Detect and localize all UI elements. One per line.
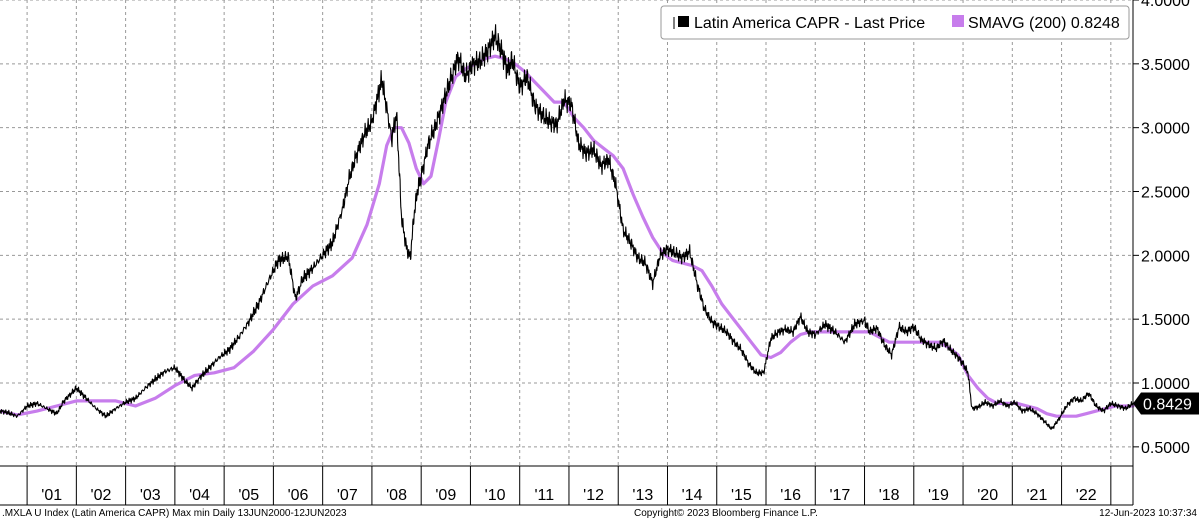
y-tick-label: 0.5000 xyxy=(1141,440,1190,457)
last-value-label: 0.8429 xyxy=(1143,396,1192,413)
chart-series xyxy=(0,24,1135,430)
last-value-flag xyxy=(1133,392,1199,415)
y-tick-label: 3.0000 xyxy=(1141,121,1190,138)
last-price-line xyxy=(0,24,1134,430)
x-tick-label: '05 xyxy=(238,487,259,504)
footer-copyright: Copyright© 2023 Bloomberg Finance L.P. xyxy=(634,508,818,519)
price-chart: 0.5000 1.0000 1.5000 2.0000 2.5000 3.0000 3.50… xyxy=(0,0,1199,506)
x-tick-label: '06 xyxy=(288,487,309,504)
x-tick-label: '09 xyxy=(435,487,456,504)
x-tick-label: '03 xyxy=(140,487,161,504)
legend-price-label: Latin America CAPR - Last Price xyxy=(694,15,925,32)
footer-timestamp: 12-Jun-2023 10:37:34 xyxy=(1099,508,1197,519)
y-tick-label: 1.5000 xyxy=(1141,312,1190,329)
x-tick-label: '16 xyxy=(780,487,801,504)
x-tick-label: '20 xyxy=(977,487,998,504)
x-tick-label: '11 xyxy=(534,487,554,504)
footer-index-description: .MXLA U Index (Latin America CAPR) Max m… xyxy=(2,508,347,519)
x-tick-label: '13 xyxy=(632,487,653,504)
x-tick-label: '12 xyxy=(583,487,604,504)
legend-price-swatch xyxy=(678,16,689,27)
chart-axes: 0.5000 1.0000 1.5000 2.0000 2.5000 3.0000 3.50… xyxy=(0,0,1199,506)
sma-200-line xyxy=(0,54,1135,418)
y-tick-label: 2.0000 xyxy=(1141,248,1190,265)
chart-legend: Latin America CAPR - Last Price SMAVG (20… xyxy=(660,5,1130,40)
legend-box xyxy=(660,5,1130,40)
x-tick-label: '19 xyxy=(928,487,949,504)
x-tick-label: '08 xyxy=(386,487,407,504)
x-tick-label: '18 xyxy=(879,487,900,504)
x-tick-label: '04 xyxy=(189,487,210,504)
y-tick-label: 3.5000 xyxy=(1141,57,1190,74)
legend-sma-swatch xyxy=(952,15,964,27)
x-tick-label: '15 xyxy=(731,487,752,504)
y-tick-label: 4.0000 xyxy=(1141,0,1190,10)
chart-grid xyxy=(0,0,1133,466)
y-tick-label: 2.5000 xyxy=(1141,185,1190,202)
x-tick-label: '17 xyxy=(829,487,850,504)
x-tick-label: '10 xyxy=(485,487,506,504)
x-tick-label: '02 xyxy=(91,487,112,504)
x-tick-label: '07 xyxy=(337,487,358,504)
x-tick-label: '21 xyxy=(1027,487,1048,504)
y-tick-label: 1.0000 xyxy=(1141,376,1190,393)
x-tick-label: '01 xyxy=(41,487,62,504)
x-tick-label: '14 xyxy=(682,487,703,504)
legend-sma-label: SMAVG (200) 0.8248 xyxy=(968,15,1120,32)
x-tick-label: '22 xyxy=(1076,487,1097,504)
